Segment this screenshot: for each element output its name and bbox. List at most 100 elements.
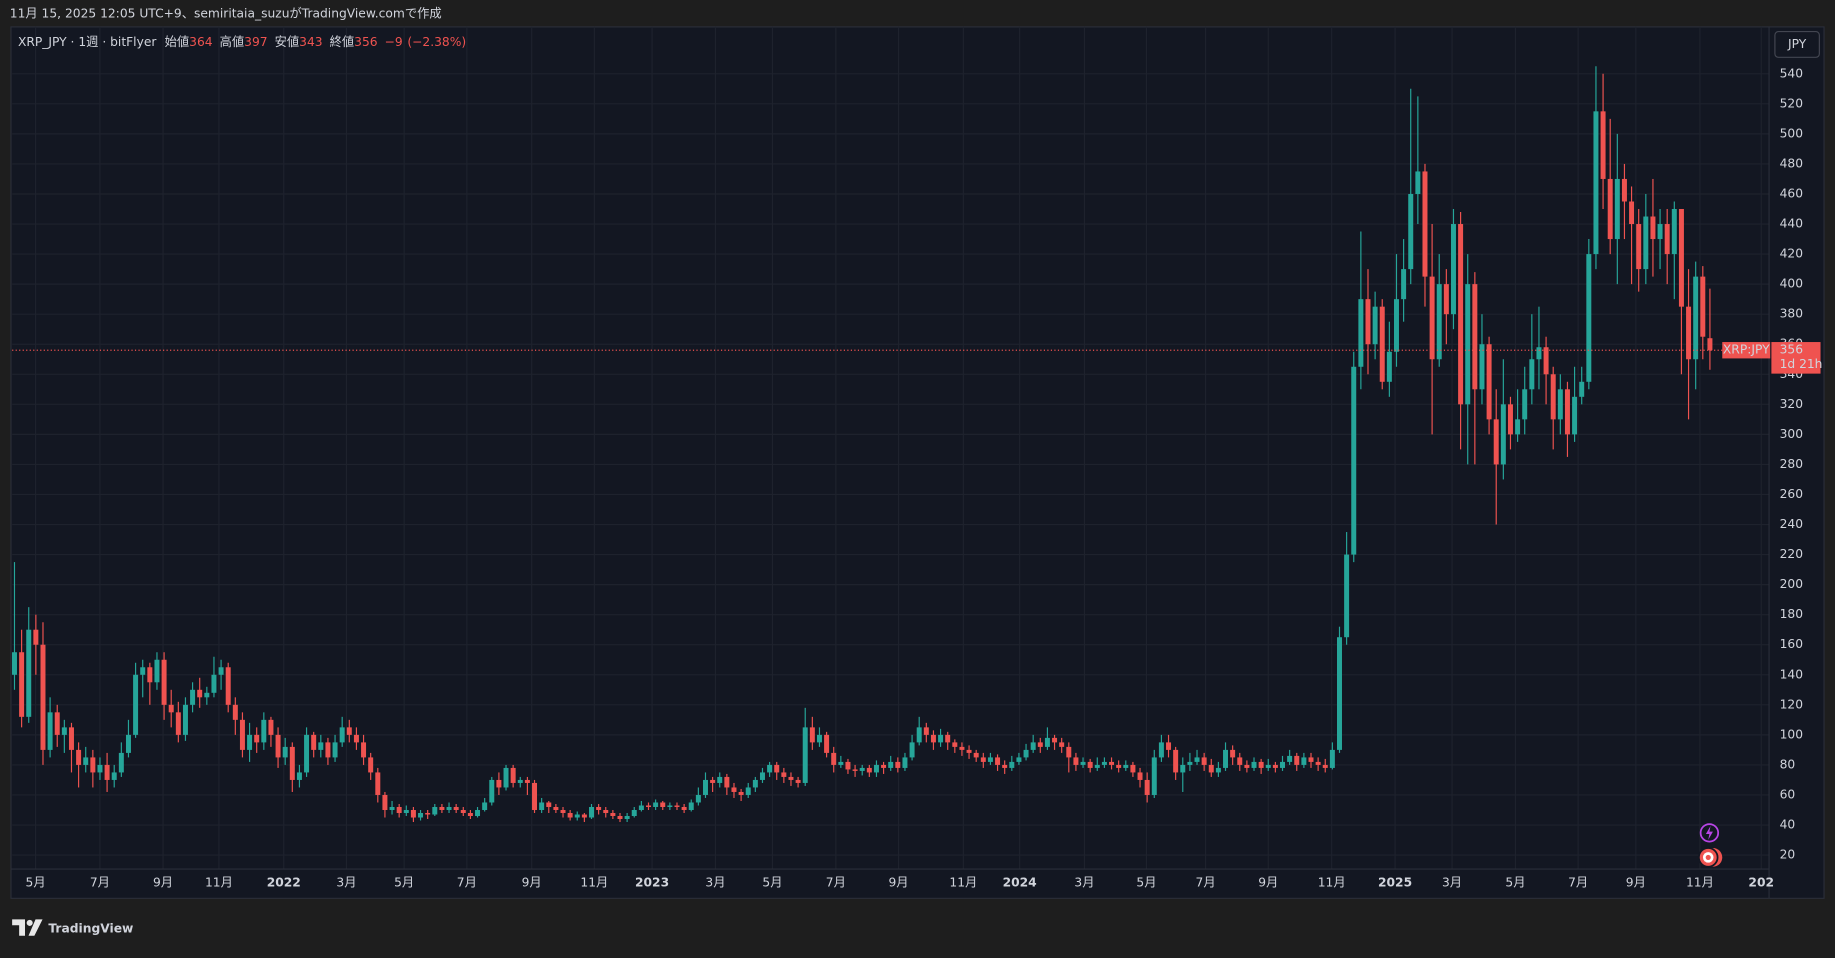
candle-body <box>681 806 687 810</box>
lightning-glyph <box>1705 825 1713 840</box>
candle-body <box>738 791 744 795</box>
candle-body <box>254 734 260 743</box>
candle-body <box>1493 419 1499 465</box>
candle-body <box>702 779 708 795</box>
candle-body <box>1308 757 1314 762</box>
candle-body <box>1002 764 1008 768</box>
candle-body <box>1372 306 1378 345</box>
candle-body <box>1443 284 1449 315</box>
symbol-tag-label: XRP:JPY <box>1723 343 1770 357</box>
y-tick-label: 100 <box>1780 727 1803 741</box>
candle-body <box>1536 347 1542 360</box>
candle-body <box>118 752 124 773</box>
candle-body <box>410 809 416 818</box>
candle-body <box>1472 284 1478 390</box>
candle-body <box>603 809 609 814</box>
candle-body <box>125 734 131 753</box>
candle-body <box>111 772 117 780</box>
x-tick-label: 11月 <box>1318 876 1346 890</box>
candle-body <box>1009 761 1015 768</box>
chart-panel <box>10 26 1825 899</box>
candle-body <box>204 692 210 698</box>
y-tick-label: 180 <box>1780 607 1803 621</box>
candle-body <box>574 814 580 818</box>
candle-body <box>1230 749 1236 758</box>
candle-body <box>1600 111 1606 179</box>
candle-body <box>1287 755 1293 762</box>
x-tick-label: 7月 <box>457 876 477 890</box>
candle-body <box>945 734 951 743</box>
candle-body <box>1315 761 1321 765</box>
candle-body <box>61 727 67 735</box>
candle-body <box>375 772 381 795</box>
candle-body <box>1401 269 1407 300</box>
candle-body <box>489 779 495 803</box>
candle-body <box>396 806 402 814</box>
candle-body <box>660 802 666 807</box>
candle-body <box>446 806 452 810</box>
candle-body <box>1579 381 1585 397</box>
candle-body <box>296 772 302 780</box>
candle-body <box>1037 742 1043 747</box>
candle-body <box>638 805 644 810</box>
x-tick-label: 9月 <box>522 876 542 890</box>
candle-body <box>346 727 352 735</box>
candle-body <box>1621 178 1627 202</box>
x-tick-label: 7月 <box>1196 876 1216 890</box>
candle-body <box>68 727 74 750</box>
candle-body <box>966 749 972 753</box>
candle-body <box>1322 764 1328 768</box>
y-tick-label: 120 <box>1780 697 1803 711</box>
axes: 20 40 60 80 100 120 140 160 180 200 220 240 260 280 30… <box>12 66 1823 890</box>
candle-body <box>631 809 637 817</box>
candle-body <box>1023 749 1029 758</box>
price-tag-countdown: 1d 21h <box>1780 357 1823 371</box>
candle-body <box>1265 764 1271 768</box>
candle-body <box>353 734 359 743</box>
candle-body <box>1686 306 1692 360</box>
candle-body <box>1151 757 1157 795</box>
candle-body <box>688 802 694 810</box>
candle-body <box>1543 347 1549 375</box>
candle-body <box>460 809 466 814</box>
candle-body <box>1429 276 1435 360</box>
candle-body <box>553 806 559 810</box>
currency-button[interactable] <box>1774 30 1820 58</box>
x-tick-label: 5月 <box>394 876 414 890</box>
candle-body <box>1693 276 1699 360</box>
legend-ohlc-value: 356 <box>354 35 378 49</box>
brand-name: TradingView <box>48 921 133 935</box>
candle-body <box>695 794 701 803</box>
candle-body <box>1158 742 1164 758</box>
candle-body <box>140 667 146 675</box>
candle-body <box>581 814 587 818</box>
candle-body <box>1087 761 1093 768</box>
y-tick-label: 80 <box>1780 757 1796 771</box>
alert-icons <box>1697 823 1723 868</box>
candle-body <box>1507 404 1513 435</box>
candle-body <box>261 719 267 743</box>
candle-body <box>161 659 167 705</box>
candle-body <box>1280 761 1286 768</box>
candle-body <box>268 719 274 735</box>
candle-body <box>767 764 773 773</box>
candle-body <box>923 727 929 735</box>
candle-body <box>1657 224 1663 240</box>
lightning-icon[interactable] <box>1699 823 1720 843</box>
candle-body <box>524 779 530 783</box>
y-tick-label: 500 <box>1780 126 1803 140</box>
candle-body <box>1678 209 1684 307</box>
candle-body <box>653 802 659 807</box>
legend-ohlc-label: 始値 <box>165 34 190 49</box>
x-tick-label: 3月 <box>1074 876 1094 890</box>
candle-body <box>930 734 936 743</box>
candle-body <box>40 644 46 750</box>
candle-body <box>83 757 89 765</box>
candle-body <box>510 767 516 783</box>
currency-label[interactable]: JPY <box>1787 37 1807 51</box>
candle-body <box>1059 742 1065 747</box>
candle-body <box>838 761 844 765</box>
y-tick-label: 300 <box>1780 427 1803 441</box>
candle-body <box>589 806 595 818</box>
